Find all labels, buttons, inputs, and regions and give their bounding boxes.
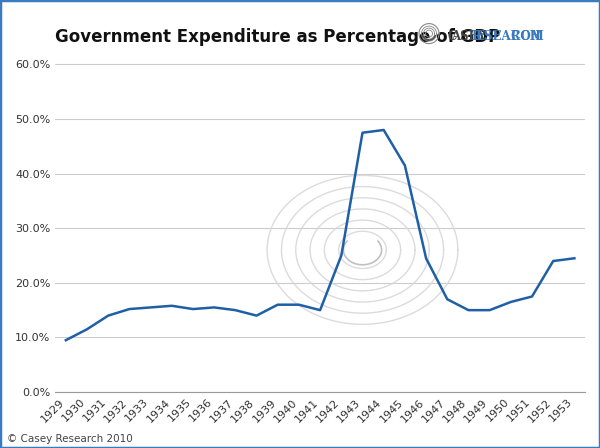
Text: .COM: .COM [507,30,544,43]
Text: © Casey Research 2010: © Casey Research 2010 [7,435,133,444]
Text: ASEY: ASEY [451,30,490,43]
Text: C: C [447,30,457,43]
Text: ESEARCH: ESEARCH [475,30,541,43]
Text: Government Expenditure as Percentage of GDP: Government Expenditure as Percentage of … [55,28,500,47]
Text: R: R [471,30,481,43]
